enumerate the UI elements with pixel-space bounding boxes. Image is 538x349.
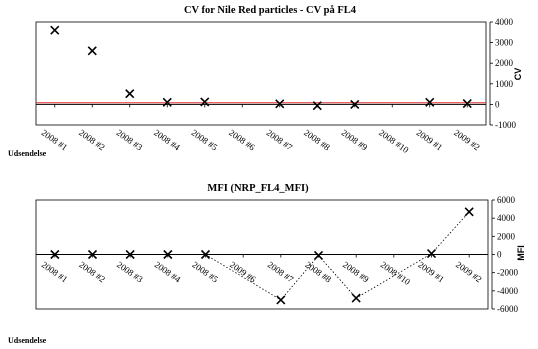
y-tick-label: 2000 <box>495 58 514 68</box>
x-tick-label: 2008 #10 <box>377 127 411 155</box>
y-tick-label: 4000 <box>495 17 514 27</box>
data-point <box>125 249 135 260</box>
data-point <box>425 97 435 107</box>
series-line <box>54 211 470 301</box>
chart-1-x-ticks: 2008 #1 2008 #2 2008 #3 2008 #4 2008 #5 2008 … <box>40 104 482 155</box>
data-point <box>313 250 324 260</box>
data-point <box>464 207 474 217</box>
x-tick-label: 2008 #10 <box>379 259 413 287</box>
chart-1-y-ticks: 4000 3000 2000 1000 0 -1000 <box>489 17 516 130</box>
chart-2-y-axis-label: MFI <box>516 245 526 261</box>
chart-2-marks <box>36 207 488 305</box>
x-tick-label: 2008 #9 <box>341 259 371 284</box>
chart-2-y-ticks: 6000 4000 2000 0 -2000 -4000 -6000 <box>491 195 518 314</box>
x-tick-label: 2008 #4 <box>152 127 182 152</box>
y-tick-label: 1000 <box>495 79 514 89</box>
x-tick-label: 2008 #5 <box>190 259 220 284</box>
x-tick-label: 2008 #1 <box>40 259 70 284</box>
x-tick-label: 2009 #6 <box>228 259 258 284</box>
y-tick-label: -6000 <box>497 304 518 314</box>
x-tick-label: 2008 #8 <box>303 259 333 284</box>
chart-1: CV for Nile Red particles - CV på FL4 40… <box>8 5 523 158</box>
x-tick-label: 2008 #7 <box>266 259 296 284</box>
y-tick-label: 0 <box>495 99 500 109</box>
data-point <box>200 97 210 107</box>
x-tick-label: 2008 #2 <box>77 259 107 284</box>
y-tick-label: -1000 <box>495 120 516 130</box>
data-point <box>163 249 173 260</box>
y-tick-label: 4000 <box>497 213 516 223</box>
x-tick-label: 2009 #1 <box>416 259 446 284</box>
chart-2: MFI (NRP_FL4_MFI) 6000 4000 2000 0 -2000 -400… <box>8 183 526 345</box>
x-tick-label: 2008 #5 <box>190 127 220 152</box>
data-point <box>462 99 472 109</box>
data-point <box>162 97 172 107</box>
y-tick-label: -4000 <box>497 286 518 296</box>
chart-1-marks <box>36 25 486 111</box>
y-tick-label: 0 <box>497 250 502 260</box>
data-point <box>87 46 97 56</box>
x-tick-label: 2009 #2 <box>452 127 482 152</box>
data-point <box>50 25 60 35</box>
chart-2-x-ticks: 2008 #1 2008 #2 2008 #3 2008 #4 2008 #5 2009 … <box>40 254 484 287</box>
x-tick-label: 2008 #4 <box>153 259 183 284</box>
chart-2-title: MFI (NRP_FL4_MFI) <box>207 183 309 194</box>
data-point <box>426 249 437 259</box>
x-tick-label: 2008 #3 <box>115 127 145 152</box>
chart-1-title: CV for Nile Red particles - CV på FL4 <box>184 5 357 16</box>
data-point <box>351 293 361 303</box>
chart-1-x-axis-label: Udsendelse <box>8 149 47 158</box>
x-tick-label: 2008 #7 <box>265 127 295 152</box>
data-point <box>50 249 60 260</box>
x-tick-label: 2008 #8 <box>302 127 332 152</box>
y-tick-label: 6000 <box>497 195 516 205</box>
data-point <box>275 99 285 109</box>
chart-1-plot-area <box>35 21 487 126</box>
data-point <box>125 89 135 99</box>
data-point <box>276 295 286 305</box>
data-point <box>200 249 211 260</box>
x-tick-label: 2008 #3 <box>115 259 145 284</box>
y-tick-label: 2000 <box>497 231 516 241</box>
x-tick-label: 2008 #6 <box>227 127 257 152</box>
x-tick-label: 2009 #2 <box>454 259 484 284</box>
data-point <box>312 101 322 111</box>
data-point <box>350 99 360 109</box>
y-tick-label: 3000 <box>495 38 514 48</box>
x-tick-label: 2008 #9 <box>340 127 370 152</box>
y-tick-label: -2000 <box>497 268 518 278</box>
data-point <box>87 249 98 260</box>
chart-1-y-axis-label: CV <box>513 68 523 81</box>
chart-2-x-axis-label: Udsendelse <box>8 336 47 345</box>
x-tick-label: 2009 #1 <box>415 127 445 152</box>
x-tick-label: 2008 #2 <box>77 127 107 152</box>
